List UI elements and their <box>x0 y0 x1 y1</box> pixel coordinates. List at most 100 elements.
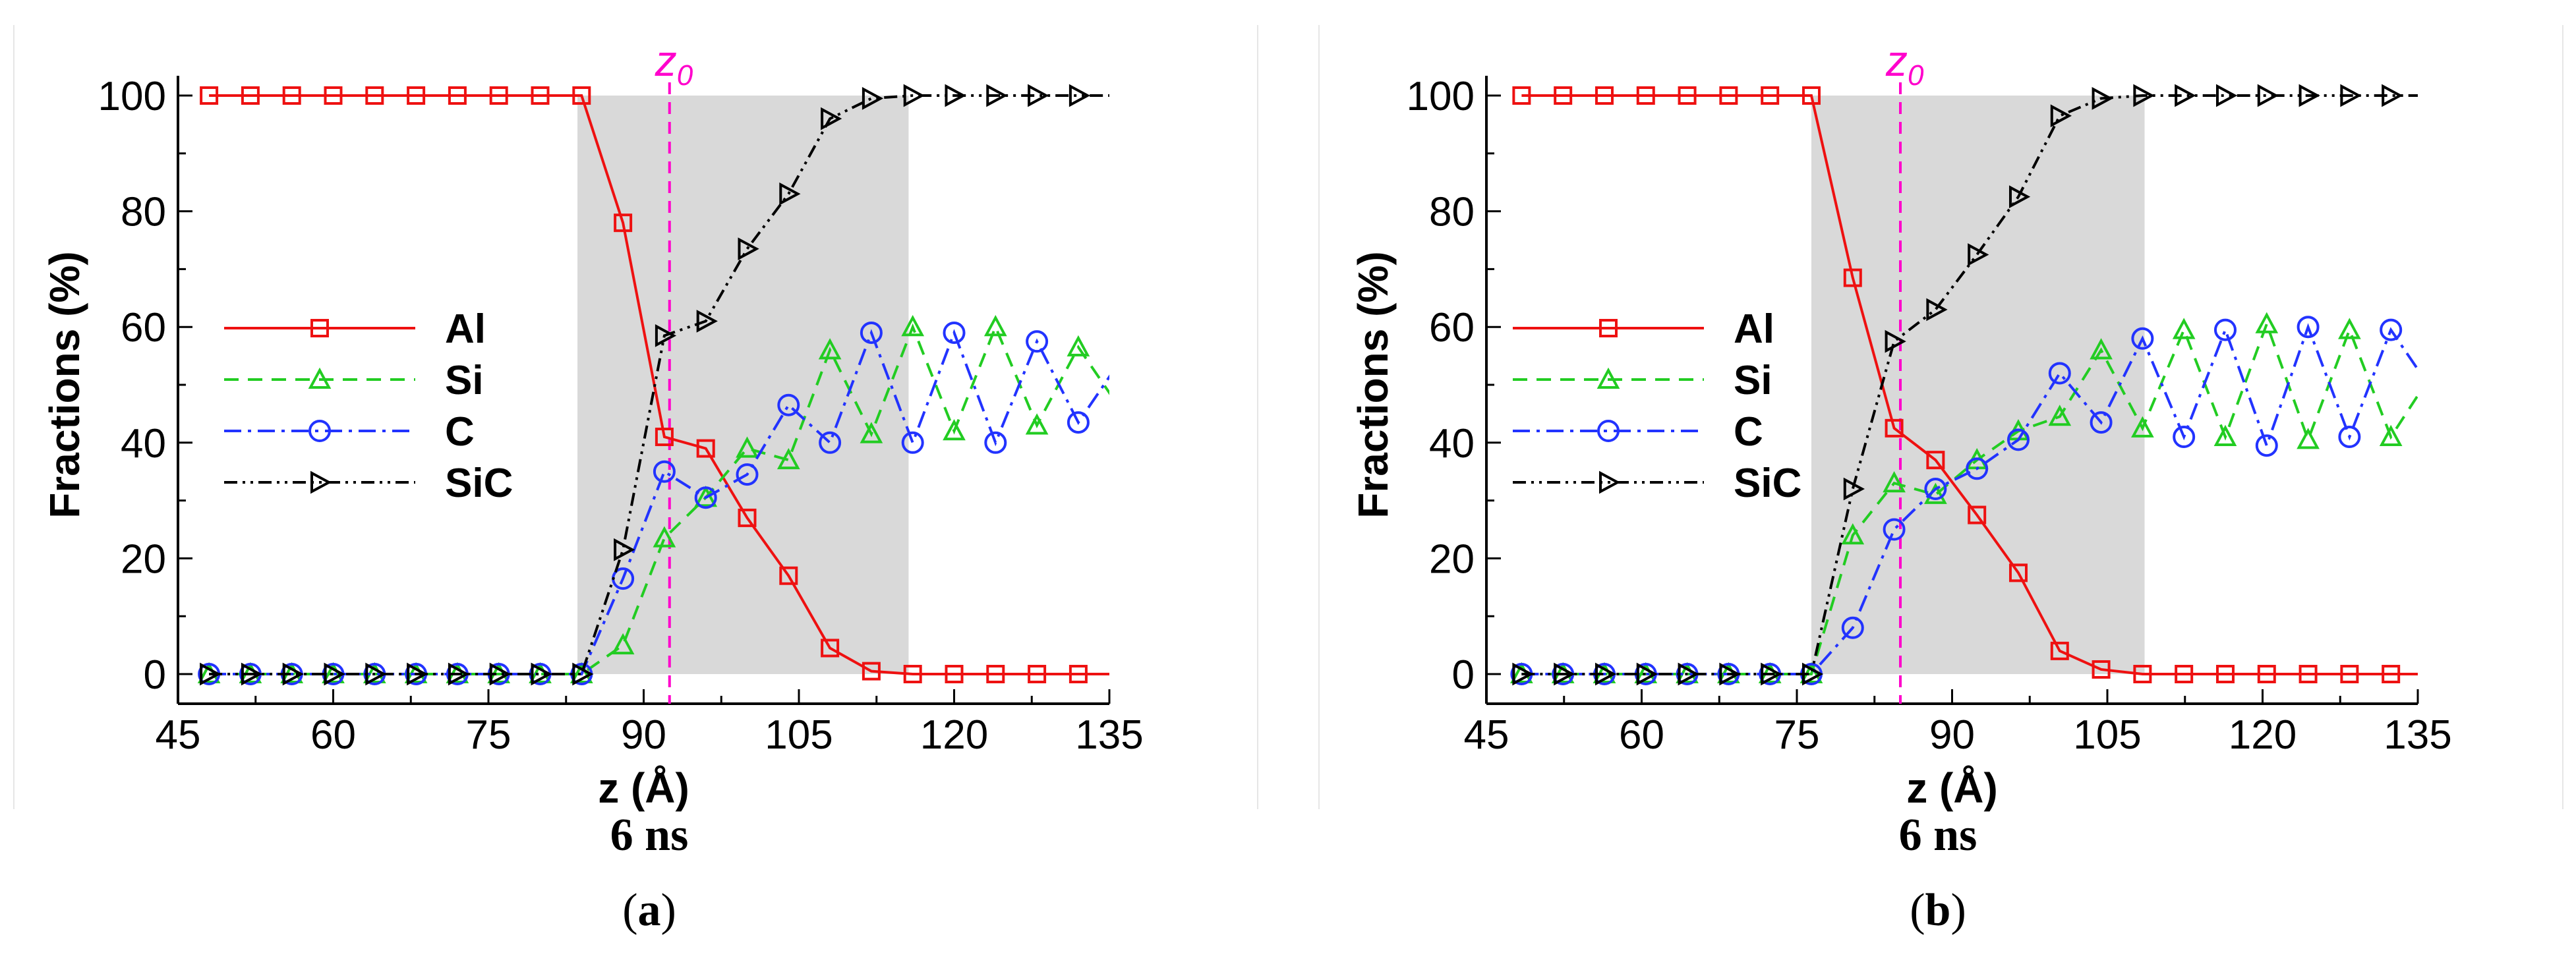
panel-b: 0 20 40 60 80 100 45 60 75 90 105 120 135 z (Å) Fracti… <box>1349 36 2452 936</box>
marker-al <box>1926 451 1945 470</box>
marker-sic <box>2008 185 2031 208</box>
marker-c <box>819 431 842 454</box>
marker-al <box>2050 641 2069 660</box>
marker-si <box>2048 405 2072 426</box>
y-tick-label: 60 <box>1429 305 1475 351</box>
marker-al <box>903 665 922 683</box>
marker-al <box>1554 86 1573 105</box>
marker-sic <box>1968 243 1989 266</box>
marker-sic <box>489 662 511 686</box>
series-line-c <box>1521 323 2418 675</box>
legend-label-sic: SiC <box>1734 461 1801 506</box>
marker-si <box>570 662 593 683</box>
marker-c <box>2006 428 2030 451</box>
marker-al <box>738 508 757 527</box>
series-line-al <box>209 94 1109 675</box>
marker-al <box>655 428 674 447</box>
marker-sic <box>779 182 801 206</box>
x-tick-label: 105 <box>765 712 833 758</box>
marker-si <box>1841 523 1865 545</box>
y-axis-title: Fractions (%) <box>1349 251 1397 518</box>
marker-sic <box>1801 662 1824 686</box>
marker-al <box>1678 86 1697 105</box>
panel-label: (a) <box>622 885 676 936</box>
marker-sic <box>1761 662 1782 686</box>
marker-sic <box>1068 84 1091 107</box>
marker-sic <box>2050 104 2072 128</box>
marker-al <box>572 86 591 105</box>
x-tick-label: 45 <box>1464 712 1509 758</box>
marker-si <box>2131 416 2154 438</box>
marker-al <box>1761 86 1780 105</box>
marker-sic <box>2133 84 2155 107</box>
marker-sic <box>2092 87 2113 110</box>
x-tick-label: 135 <box>2384 712 2451 758</box>
marker-al <box>1636 86 1655 105</box>
marker-al <box>2175 665 2194 683</box>
marker-al <box>1068 665 1088 683</box>
marker-sic <box>1595 662 1617 686</box>
marker-c <box>736 463 759 486</box>
marker-al <box>2092 660 2111 679</box>
marker-al <box>945 665 964 683</box>
marker-sic <box>903 84 925 107</box>
marker-al <box>1801 86 1821 105</box>
marker-si <box>983 314 1007 337</box>
marker-sic <box>655 324 677 347</box>
marker-si <box>1883 471 1906 493</box>
marker-al <box>2257 665 2276 683</box>
marker-sic <box>1885 329 1906 353</box>
marker-sic <box>1843 477 1865 501</box>
marker-sic <box>1554 662 1575 686</box>
marker-al <box>2382 665 2401 683</box>
marker-si <box>860 422 883 443</box>
marker-al <box>282 86 301 105</box>
marker-c <box>2048 362 2071 385</box>
marker-c <box>2131 327 2154 350</box>
marker-si <box>2338 318 2361 339</box>
marker-sic <box>448 662 470 686</box>
y-tick-label: 100 <box>1407 74 1475 119</box>
marker-c <box>2380 318 2403 341</box>
marker-sic <box>200 662 221 686</box>
y-tick-label: 100 <box>98 74 166 119</box>
marker-al <box>1719 86 1738 105</box>
marker-al <box>986 665 1005 683</box>
series-line-sic <box>1521 94 2418 675</box>
legend-label-si: Si <box>445 358 484 403</box>
marker-si <box>2255 312 2279 333</box>
marker-sic <box>2175 84 2196 107</box>
marker-sic <box>945 84 966 107</box>
legend-marker-si <box>1596 367 1620 389</box>
marker-al <box>779 566 798 585</box>
marker-al <box>241 86 260 105</box>
marker-sic <box>572 662 594 686</box>
marker-c <box>2297 316 2320 339</box>
marker-sic <box>862 87 884 110</box>
marker-c <box>1067 411 1090 434</box>
x-tick-label: 135 <box>1075 712 1143 758</box>
y-tick-label: 0 <box>1452 652 1475 698</box>
marker-si <box>653 526 676 548</box>
legend-label-si: Si <box>1734 358 1772 403</box>
x-tick-label: 120 <box>920 712 988 758</box>
y-axis-title: Fractions (%) <box>41 251 88 518</box>
marker-si <box>818 338 842 360</box>
z0-label: z0 <box>655 36 693 92</box>
legend-marker-sic <box>310 470 332 494</box>
marker-sic <box>282 662 304 686</box>
legend-marker-c <box>308 420 331 442</box>
marker-sic <box>1926 298 1948 322</box>
series-line-sic <box>209 94 1109 675</box>
series-line-c <box>209 329 1109 675</box>
marker-c <box>1883 518 1906 541</box>
x-axis-title: z (Å) <box>1906 764 1998 812</box>
marker-sic <box>531 662 552 686</box>
marker-si <box>2172 318 2196 339</box>
marker-si <box>943 419 966 441</box>
marker-al <box>1512 86 1531 105</box>
marker-sic <box>1512 662 1534 686</box>
marker-c <box>653 460 676 483</box>
marker-si <box>776 447 800 470</box>
panel-b-frame <box>1318 25 2563 809</box>
